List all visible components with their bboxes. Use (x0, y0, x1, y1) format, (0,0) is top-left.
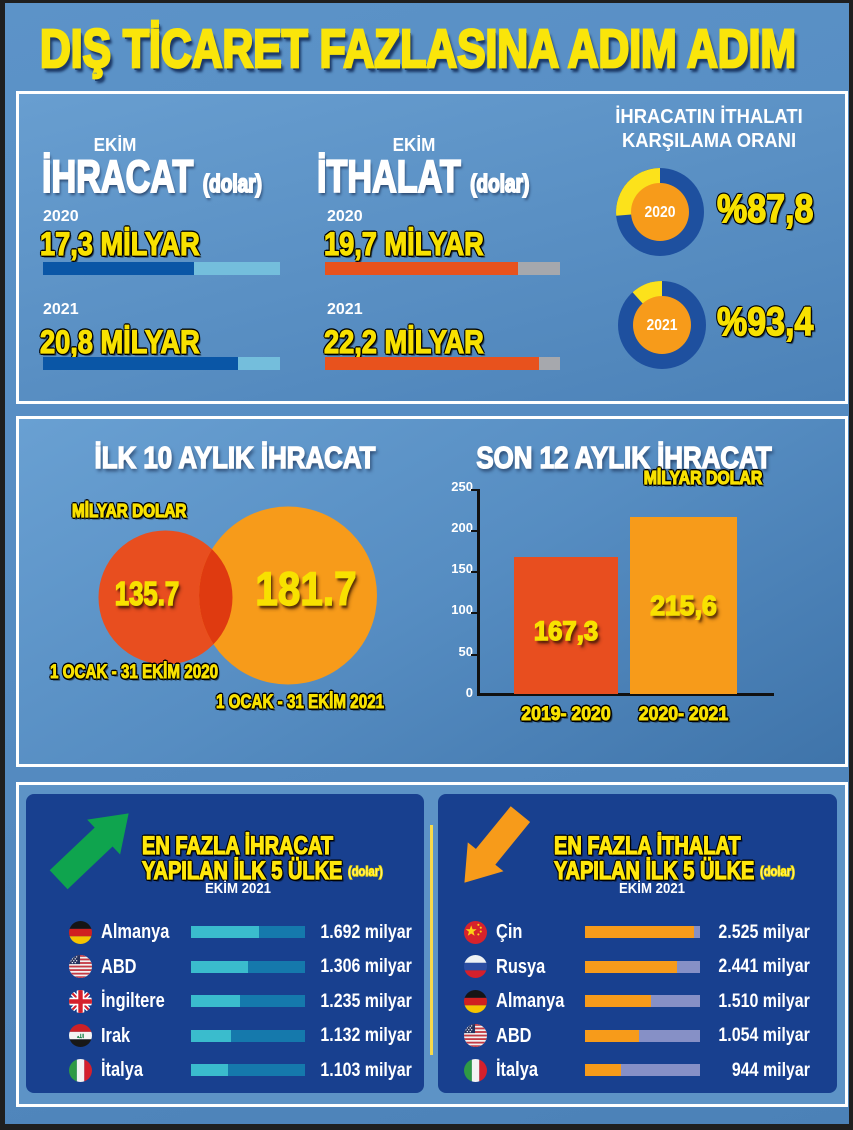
svg-text:2020: 2020 (645, 204, 676, 221)
svg-text:2021: 2021 (647, 317, 678, 334)
